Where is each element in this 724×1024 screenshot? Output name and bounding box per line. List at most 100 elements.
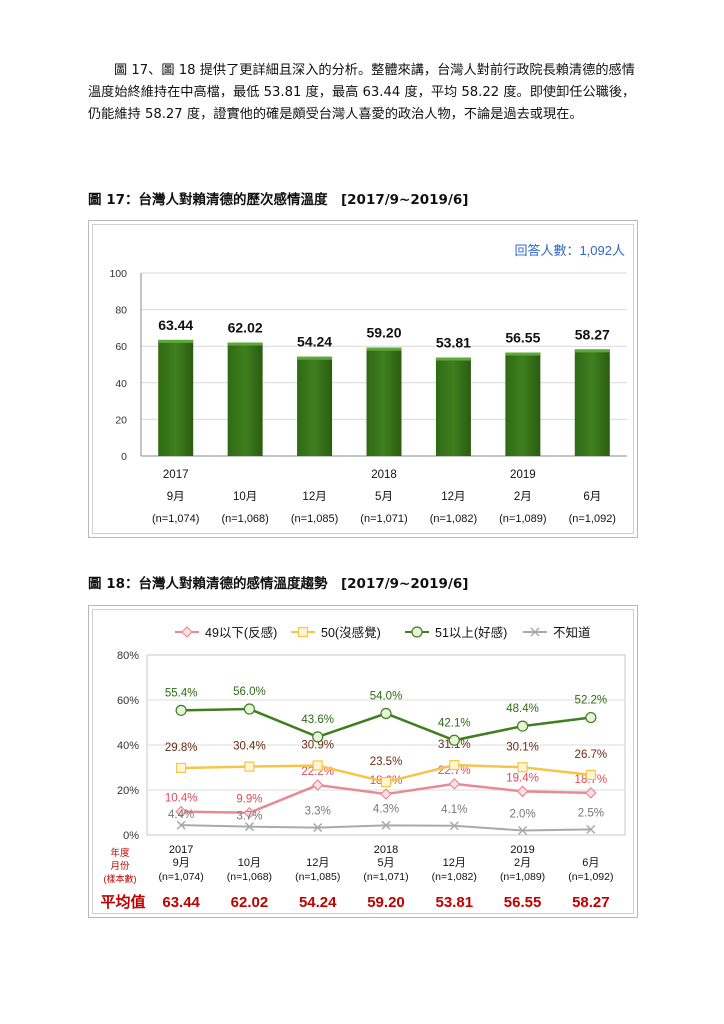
data-label-positive: 48.4% <box>506 703 539 715</box>
legend-label: 50(沒感覺) <box>321 625 381 640</box>
data-label-neutral: 29.8% <box>165 742 198 754</box>
avg-value: 62.02 <box>231 894 269 911</box>
y-tick-label: 0% <box>123 830 139 842</box>
data-label-unknown: 3.7% <box>236 811 262 823</box>
data-label-unknown: 2.0% <box>509 809 535 821</box>
bar <box>574 349 610 456</box>
avg-value: 59.20 <box>367 894 405 911</box>
marker-circle <box>448 734 460 746</box>
marker-x <box>530 627 540 637</box>
fig18-caption: 圖 18：台灣人對賴清德的感情溫度趨勢 [2017/9~2019/6] <box>88 576 469 592</box>
marker-diamond <box>311 779 324 791</box>
fig17-panel: 回答人數：1,092人 0 20 40 60 80 100 63.44 2017 9月 (n=1,0… <box>88 220 638 538</box>
x-month-label: 6月 <box>583 491 601 503</box>
data-label-positive: 52.2% <box>575 695 608 707</box>
data-label-unknown: 4.1% <box>441 804 467 816</box>
x-n-label: (n=1,082) <box>432 871 477 883</box>
avg-value: 54.24 <box>299 894 337 911</box>
y-tick-label: 40% <box>117 740 139 752</box>
x-year-label: 2018 <box>374 844 398 856</box>
data-label-neutral: 30.9% <box>301 739 334 751</box>
data-label-unknown: 2.5% <box>578 807 604 819</box>
marker-circle <box>380 707 392 720</box>
x-n-label: (n=1,089) <box>500 871 545 883</box>
y-tick-label: 20 <box>115 414 127 426</box>
x-n-label: (n=1,085) <box>295 871 340 883</box>
x-month-label: 12月 <box>306 857 329 869</box>
marker-circle <box>312 731 324 743</box>
marker-circle <box>175 704 187 716</box>
y-tick-label: 60% <box>117 695 139 707</box>
bar <box>227 342 263 456</box>
marker-x <box>176 820 186 830</box>
avg-value: 58.27 <box>572 894 610 911</box>
marker-square <box>244 761 255 772</box>
bar-value-label: 63.44 <box>158 317 193 333</box>
data-label-positive: 54.0% <box>370 691 403 703</box>
bar-value-label: 56.55 <box>505 330 540 346</box>
x-year-label: 2017 <box>169 844 193 856</box>
marker-circle <box>243 703 256 715</box>
x-n-label: (n=1,068) <box>227 871 272 883</box>
x-month-label: 5月 <box>377 857 394 869</box>
bar-value-label: 59.20 <box>366 325 401 341</box>
marker-circle <box>585 711 597 724</box>
bar-top <box>435 357 471 361</box>
x-n-label: (n=1,071) <box>363 871 408 883</box>
marker-square <box>176 762 187 774</box>
legend-label: 49以下(反感) <box>205 625 277 640</box>
x-month-label: 12月 <box>302 491 326 503</box>
x-month-label: 9月 <box>173 857 190 869</box>
data-label-positive: 42.1% <box>438 717 471 729</box>
y-tick-label: 60 <box>115 341 127 353</box>
row-label-n: (樣本數) <box>104 873 137 884</box>
y-tick-label: 0 <box>121 451 127 463</box>
x-month-label: 9月 <box>167 491 185 503</box>
x-month-label: 2月 <box>514 857 531 869</box>
marker-diamond <box>448 778 461 790</box>
row-label-year: 年度 <box>110 847 130 859</box>
marker-x <box>313 823 323 833</box>
bar <box>435 357 471 456</box>
x-month-label: 12月 <box>443 857 466 869</box>
data-label-negative: 10.4% <box>165 793 198 805</box>
marker-x <box>244 822 254 832</box>
x-month-label: 10月 <box>233 491 257 503</box>
marker-x <box>586 824 596 834</box>
x-year-label: 2019 <box>510 469 536 481</box>
bar-top <box>366 347 402 351</box>
fig17-caption: 圖 17：台灣人對賴清德的歷次感情溫度 [2017/9~2019/6] <box>88 192 469 208</box>
data-label-neutral: 30.4% <box>233 741 266 753</box>
bar-top <box>158 339 194 343</box>
y-tick-label: 100 <box>109 268 127 280</box>
data-label-neutral: 23.5% <box>370 756 403 768</box>
data-label-neutral: 30.1% <box>506 741 539 753</box>
marker-diamond <box>585 787 597 799</box>
avg-row-label: 平均值 <box>100 893 145 911</box>
bar-value-label: 62.02 <box>228 320 263 336</box>
marker-x <box>518 825 528 836</box>
x-year-label: 2019 <box>510 844 534 856</box>
marker-x <box>449 821 459 831</box>
data-label-negative: 22.2% <box>301 766 334 778</box>
data-label-neutral: 26.7% <box>575 749 608 761</box>
bar-value-label: 53.81 <box>436 335 471 351</box>
bar <box>297 356 333 456</box>
x-month-label: 5月 <box>375 491 393 503</box>
fig18-panel: 0% 20% 40% 60% 80% 49以下(反感) 50(沒感覺) 51以上(好感) 不知道… <box>88 605 638 918</box>
bar-value-label: 58.27 <box>575 326 610 342</box>
marker-square <box>380 777 392 788</box>
x-n-label: (n=1,092) <box>569 513 616 525</box>
avg-value: 63.44 <box>162 894 200 911</box>
bar <box>505 352 541 456</box>
x-month-label: 12月 <box>441 491 465 503</box>
marker-square <box>297 626 309 638</box>
x-n-label: (n=1,071) <box>360 513 407 525</box>
marker-diamond <box>175 805 187 818</box>
marker-diamond <box>380 788 392 800</box>
data-label-positive: 56.0% <box>233 686 266 698</box>
y-tick-label: 40 <box>115 378 127 390</box>
y-tick-label: 20% <box>117 785 139 797</box>
x-n-label: (n=1,074) <box>159 871 204 883</box>
intro-paragraph: 圖 17、圖 18 提供了更詳細且深入的分析。整體來講，台灣人對前行政院長賴清德… <box>88 63 636 122</box>
